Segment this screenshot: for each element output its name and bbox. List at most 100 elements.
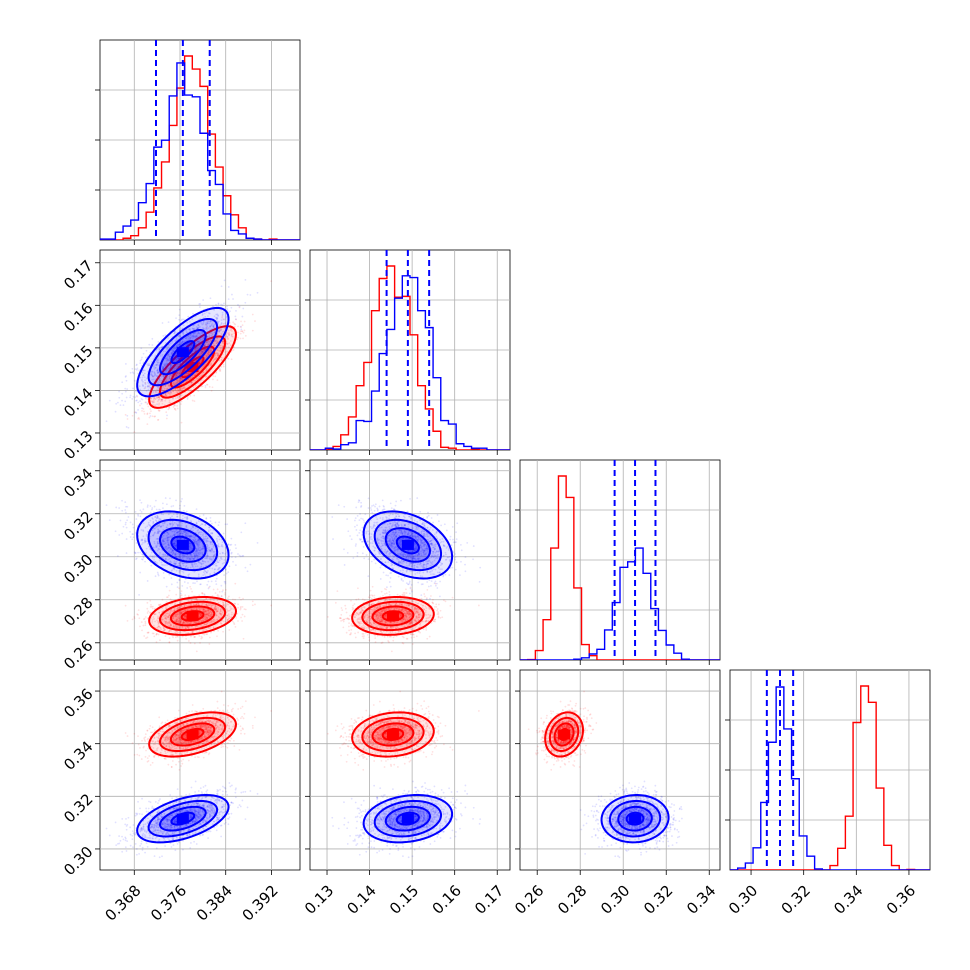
scatter-point xyxy=(195,650,198,653)
scatter-point xyxy=(180,377,183,380)
scatter-point xyxy=(178,308,181,311)
scatter-point xyxy=(164,392,167,395)
scatter-point xyxy=(218,359,221,362)
scatter-point xyxy=(144,401,147,404)
scatter-point xyxy=(177,380,180,383)
scatter-point xyxy=(177,373,180,376)
scatter-point xyxy=(125,538,128,540)
scatter-point xyxy=(180,342,183,345)
scatter-point xyxy=(204,349,206,352)
scatter-point xyxy=(209,363,212,366)
scatter-point xyxy=(210,323,213,326)
scatter-point xyxy=(206,355,208,358)
scatter-point xyxy=(138,369,141,372)
scatter-point xyxy=(166,392,169,395)
scatter-point xyxy=(209,326,212,328)
scatter-point xyxy=(205,370,207,372)
scatter-point xyxy=(228,342,231,345)
scatter-point xyxy=(229,544,232,546)
scatter-point xyxy=(221,590,224,593)
scatter-point xyxy=(181,340,184,343)
scatter-point xyxy=(142,555,145,557)
scatter-point xyxy=(210,347,213,350)
scatter-point xyxy=(171,397,174,400)
scatter-point xyxy=(201,314,204,317)
scatter-point xyxy=(157,396,160,398)
scatter-point xyxy=(200,635,203,638)
scatter-point xyxy=(202,371,205,373)
scatter-point xyxy=(196,347,199,350)
scatter-point xyxy=(186,339,188,342)
scatter-point xyxy=(172,347,175,349)
scatter-point xyxy=(204,323,207,326)
scatter-point xyxy=(137,416,140,419)
scatter-point xyxy=(251,600,254,603)
scatter-point xyxy=(154,390,157,393)
scatter-point xyxy=(142,374,145,377)
scatter-point xyxy=(199,642,201,644)
scatter-point xyxy=(184,387,187,390)
scatter-point xyxy=(148,385,151,388)
scatter-point xyxy=(198,594,201,597)
scatter-point xyxy=(105,504,108,507)
scatter-point xyxy=(241,330,244,333)
panel-inner xyxy=(100,40,300,240)
scatter-point xyxy=(175,337,178,339)
scatter-point xyxy=(179,335,182,338)
scatter-point xyxy=(221,340,224,343)
scatter-point xyxy=(244,608,247,611)
scatter-point xyxy=(179,594,182,597)
scatter-point xyxy=(241,315,244,318)
scatter-point xyxy=(202,323,205,325)
scatter-point xyxy=(241,605,244,608)
scatter-point xyxy=(153,396,156,399)
scatter-point xyxy=(221,313,224,316)
scatter-point xyxy=(150,397,152,400)
scatter-point xyxy=(220,595,223,598)
scatter-point xyxy=(197,390,200,392)
scatter-point xyxy=(137,417,139,420)
scatter-point xyxy=(201,352,204,355)
scatter-point xyxy=(199,325,201,328)
scatter-point xyxy=(215,583,218,585)
scatter-point xyxy=(144,382,146,384)
scatter-point xyxy=(212,360,215,362)
scatter-point xyxy=(198,362,201,365)
scatter-point xyxy=(149,599,152,602)
scatter-point xyxy=(139,400,141,403)
panel-inner xyxy=(100,250,300,450)
scatter-point xyxy=(198,353,201,356)
scatter-point xyxy=(156,362,159,364)
scatter-point xyxy=(175,382,178,384)
scatter-point xyxy=(194,348,196,351)
scatter-point xyxy=(149,384,152,386)
scatter-point xyxy=(136,395,139,398)
scatter-point xyxy=(202,337,205,340)
scatter-point xyxy=(168,355,171,358)
scatter-point xyxy=(212,378,214,381)
scatter-point xyxy=(234,582,237,585)
scatter-point xyxy=(147,393,150,396)
scatter-point xyxy=(237,336,240,339)
scatter-point xyxy=(188,337,190,340)
scatter-point xyxy=(164,363,166,365)
scatter-point xyxy=(184,594,187,597)
scatter-point xyxy=(178,380,181,383)
scatter-point xyxy=(164,384,167,387)
scatter-point xyxy=(221,345,224,348)
panel-1-0: 0.130.140.150.160.17 xyxy=(60,249,301,463)
scatter-point xyxy=(230,328,233,331)
scatter-point xyxy=(192,386,195,389)
scatter-point xyxy=(166,354,169,357)
scatter-point xyxy=(192,332,194,335)
scatter-point xyxy=(216,333,219,335)
scatter-point xyxy=(152,401,154,404)
scatter-point xyxy=(200,350,203,352)
scatter-point xyxy=(181,387,184,390)
scatter-point xyxy=(213,330,216,333)
scatter-point xyxy=(176,586,179,589)
scatter-point xyxy=(226,309,229,312)
scatter-point xyxy=(208,322,211,325)
scatter-point xyxy=(169,497,171,500)
scatter-point xyxy=(135,394,138,397)
